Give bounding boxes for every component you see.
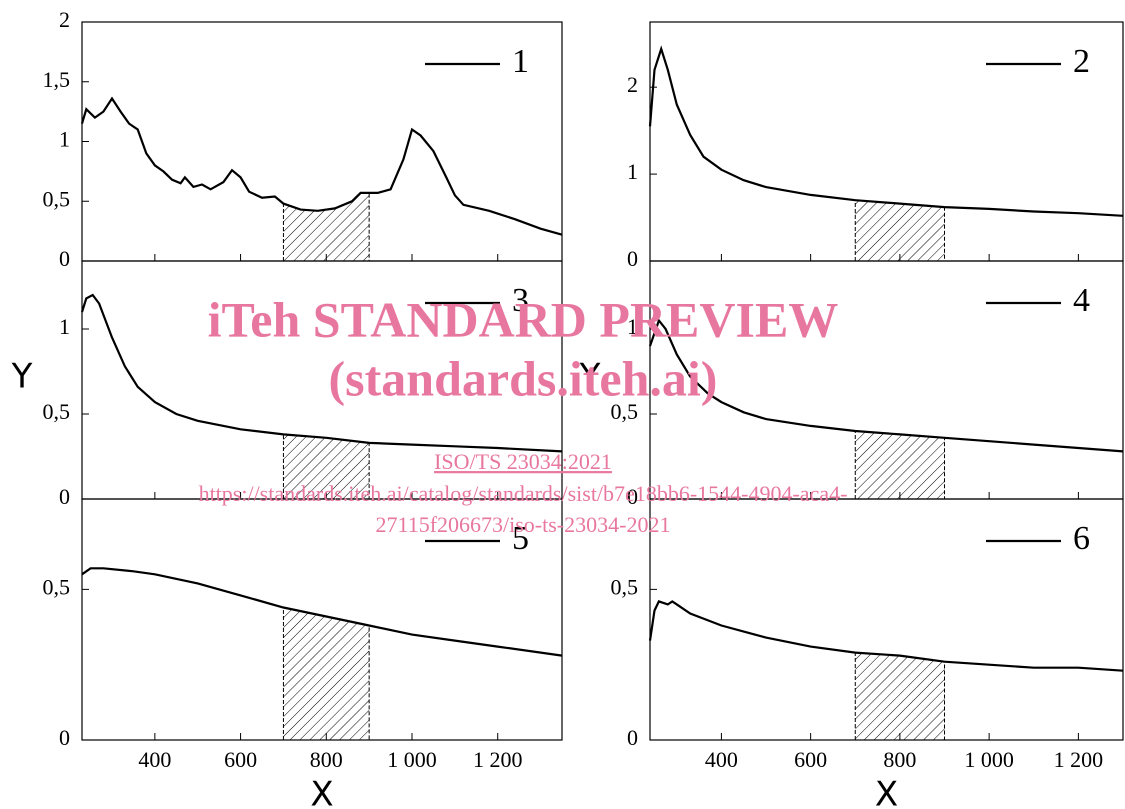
plot-frame (649, 498, 1124, 741)
y-tick-label: 0 (59, 725, 70, 750)
y-tick-label: 0 (59, 246, 70, 271)
y-tick-label: 1 (627, 159, 638, 184)
y-tick-label: 0,5 (43, 186, 71, 211)
y-tick-label: 0 (59, 484, 70, 509)
x-tick-label: 1 000 (387, 747, 437, 772)
x-tick-label: 800 (883, 747, 916, 772)
y-tick-label: 0,5 (43, 574, 71, 599)
y-tick-label: 1 (59, 314, 70, 339)
y-axis-label: Y (579, 357, 601, 397)
highlight-span (854, 652, 946, 741)
legend-label: 4 (1073, 282, 1090, 319)
data-line (80, 293, 563, 453)
x-tick-label: 400 (705, 747, 738, 772)
x-tick-label: 600 (794, 747, 827, 772)
y-tick-label: 0 (627, 246, 638, 271)
x-axis-label: X (875, 775, 898, 809)
y-tick-label: 2 (627, 72, 638, 97)
y-tick-label: 0,5 (43, 399, 71, 424)
data-line (80, 96, 563, 236)
y-tick-label: 0 (627, 725, 638, 750)
data-line (648, 45, 1124, 217)
legend-label: 3 (512, 282, 529, 319)
y-tick-label: 2 (59, 7, 70, 32)
plot-frame (81, 498, 563, 741)
y-tick-label: 1 (59, 127, 70, 152)
watermark-subtitle: (standards.iteh.ai) (329, 350, 718, 406)
legend-label: 2 (1073, 43, 1090, 80)
watermark-title: iTeh STANDARD PREVIEW (208, 291, 839, 347)
highlight-span (854, 199, 946, 262)
x-tick-label: 1 200 (473, 747, 523, 772)
y-axis-label: Y (11, 357, 33, 397)
y-tick-label: 0,5 (611, 574, 639, 599)
data-line (648, 600, 1124, 672)
x-axis-label: X (310, 775, 333, 809)
highlight-span (282, 192, 370, 262)
watermark-url: 27115f206673/iso-ts-23034-2021 (376, 512, 671, 537)
x-tick-label: 400 (138, 747, 171, 772)
watermark-document: ISO/TS 23034:2021 (434, 449, 612, 474)
data-line (648, 318, 1124, 453)
legend-label: 5 (512, 520, 529, 557)
y-tick-label: 1 (627, 314, 638, 339)
watermark-url: https://standards.iteh.ai/catalog/standa… (199, 481, 848, 506)
y-tick-label: 0 (627, 484, 638, 509)
x-tick-label: 1 200 (1054, 747, 1104, 772)
highlight-span (282, 606, 370, 741)
y-tick-label: 1,5 (43, 67, 71, 92)
highlight-span (854, 430, 946, 500)
x-tick-label: 1 000 (964, 747, 1014, 772)
x-tick-label: 800 (310, 747, 343, 772)
y-tick-label: 0,5 (611, 399, 639, 424)
legend-label: 1 (512, 43, 529, 80)
data-line (81, 567, 563, 657)
legend-label: 6 (1073, 520, 1090, 557)
x-tick-label: 600 (224, 747, 257, 772)
